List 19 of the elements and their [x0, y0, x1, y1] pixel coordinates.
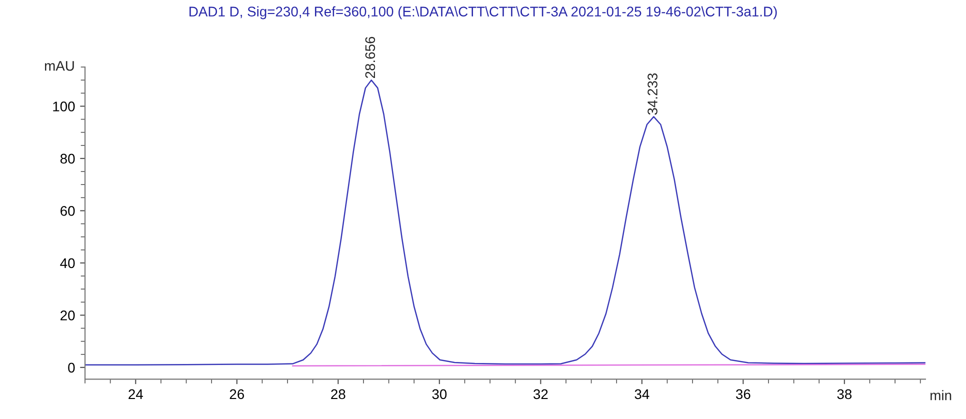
y-tick-label: 20 — [60, 310, 75, 320]
y-tick-label: 40 — [60, 258, 75, 268]
x-tick-label: 26 — [230, 389, 244, 400]
x-axis-title: min — [930, 390, 952, 400]
chart-title: DAD1 D, Sig=230,4 Ref=360,100 (E:\DATA\CTT\CTT\CTT-3A 2021-01-25 19-46-02\CTT-3a1.D) — [190, 6, 777, 20]
x-tick-label: 32 — [533, 389, 548, 400]
annotation: 34.233 — [648, 73, 658, 115]
x-tick-label: 30 — [432, 389, 447, 400]
y-axis-title: mAU — [44, 61, 74, 71]
y-tick-label: 100 — [53, 102, 75, 112]
x-tick-label: 34 — [634, 389, 650, 400]
x-tick-label: 24 — [128, 389, 143, 399]
x-tick-label: 38 — [837, 389, 852, 400]
y-tick-label: 60 — [60, 206, 75, 216]
y-tick-label: 0 — [68, 362, 75, 373]
annotation: 28.656 — [365, 36, 376, 78]
x-tick-label: 28 — [331, 389, 346, 400]
x-tick-label: 36 — [736, 389, 750, 400]
y-tick-label: 80 — [60, 154, 75, 164]
